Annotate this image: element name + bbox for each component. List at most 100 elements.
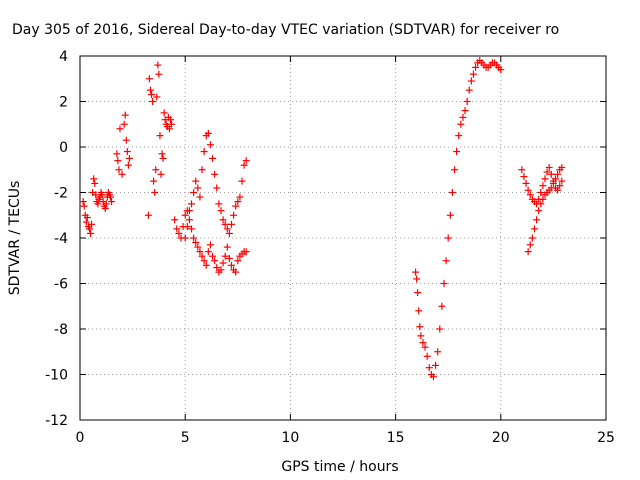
data-point <box>115 166 123 174</box>
data-point <box>153 93 161 101</box>
x-tick-label: 25 <box>597 430 615 446</box>
data-point <box>552 175 560 183</box>
data-point <box>125 154 133 162</box>
y-tick-label: 4 <box>59 49 68 65</box>
data-point <box>217 266 225 274</box>
data-point <box>204 248 212 256</box>
data-point <box>160 109 168 117</box>
data-point <box>429 373 437 381</box>
y-axis-label: SDTVAR / TECUs <box>7 181 23 296</box>
data-point <box>94 200 102 208</box>
data-point <box>98 191 106 199</box>
data-point <box>181 234 189 242</box>
data-point <box>230 211 238 219</box>
y-tick-label: 0 <box>59 140 68 156</box>
data-point <box>236 193 244 201</box>
data-point <box>497 66 505 74</box>
data-point <box>223 225 231 233</box>
y-tick-label: -2 <box>54 186 68 202</box>
data-point <box>152 166 160 174</box>
x-tick-label: 10 <box>281 430 299 446</box>
data-point <box>82 218 90 226</box>
data-point <box>465 86 473 94</box>
data-point <box>457 120 465 128</box>
data-point <box>539 195 547 203</box>
data-point <box>211 257 219 265</box>
data-point <box>88 220 96 228</box>
data-point <box>526 191 534 199</box>
data-point <box>459 113 467 121</box>
data-point <box>155 70 163 78</box>
data-point <box>539 182 547 190</box>
data-point <box>469 70 477 78</box>
data-point <box>123 148 131 156</box>
data-point <box>240 161 248 169</box>
data-point <box>225 254 233 262</box>
data-point <box>537 189 545 196</box>
data-point <box>444 234 452 242</box>
plot-area-border <box>79 55 607 421</box>
data-point <box>165 125 173 133</box>
data-point <box>185 207 193 215</box>
data-point <box>183 223 191 231</box>
data-point <box>151 189 159 196</box>
x-tick-label: 15 <box>387 430 405 446</box>
data-point <box>171 216 179 224</box>
data-point <box>108 198 116 206</box>
data-point <box>438 302 446 310</box>
data-point <box>213 264 221 272</box>
data-point <box>188 225 196 233</box>
data-point <box>219 216 227 224</box>
y-tick-label: -12 <box>45 413 68 429</box>
data-point <box>158 150 166 158</box>
data-point <box>101 204 109 212</box>
data-point <box>451 166 459 174</box>
data-point <box>192 177 200 185</box>
data-point <box>242 248 250 256</box>
data-point <box>547 184 555 192</box>
data-point <box>190 189 198 196</box>
data-point <box>547 170 555 178</box>
data-point <box>234 257 242 265</box>
data-point <box>472 63 480 71</box>
data-point <box>225 229 233 237</box>
data-point <box>157 170 165 178</box>
data-point <box>442 257 450 265</box>
data-point <box>524 186 532 194</box>
data-point <box>413 275 421 283</box>
data-point <box>238 177 246 185</box>
data-point <box>198 166 206 174</box>
grid <box>80 56 606 420</box>
data-point <box>150 177 158 185</box>
data-point <box>528 234 536 242</box>
data-point <box>198 252 206 260</box>
data-point <box>213 184 221 192</box>
data-point <box>122 136 130 144</box>
data-point <box>206 141 214 149</box>
data-point <box>91 179 99 187</box>
data-point <box>79 198 87 206</box>
data-point <box>185 216 193 224</box>
data-point <box>188 200 196 208</box>
data-point <box>148 91 156 99</box>
data-point <box>425 364 433 372</box>
data-point <box>217 207 225 215</box>
data-point <box>211 170 219 178</box>
data-point <box>85 225 93 233</box>
data-point <box>118 170 126 178</box>
y-tick-label: 2 <box>59 95 68 111</box>
data-point <box>83 214 91 222</box>
data-point <box>242 157 250 165</box>
data-point <box>107 193 115 201</box>
data-point <box>448 189 456 196</box>
data-point <box>149 98 157 105</box>
y-tick-label: -6 <box>54 277 68 293</box>
data-point <box>419 339 427 347</box>
data-point <box>114 157 122 165</box>
data-point <box>423 352 431 360</box>
data-point <box>434 348 442 356</box>
data-point <box>549 179 557 187</box>
x-tick-label: 20 <box>492 430 510 446</box>
data-point <box>90 175 98 183</box>
data-point <box>463 98 471 105</box>
